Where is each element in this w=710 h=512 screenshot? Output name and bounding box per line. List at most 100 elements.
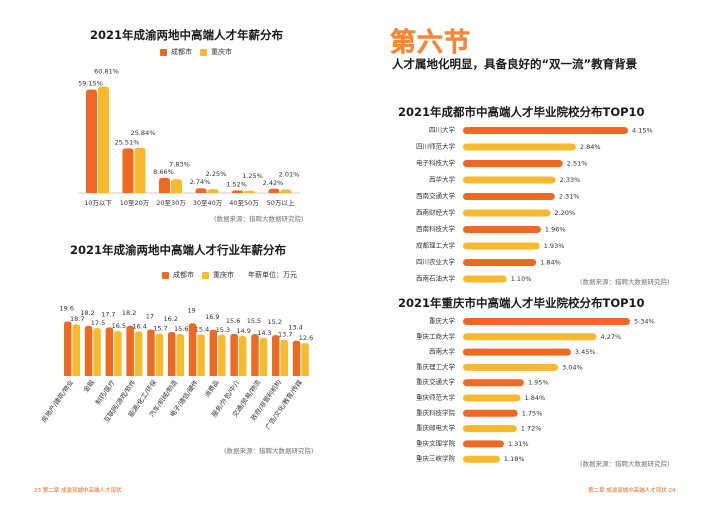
data-label: 16.5 xyxy=(112,322,126,330)
bar-chengdu xyxy=(84,325,93,376)
data-label: 15.2 xyxy=(268,318,282,326)
salary-distribution-chart: 59.15% 60.81% 10万以下 25.51%25.84% 10至20万 8.66%… xyxy=(78,68,300,207)
university-label: 成都理工大学 xyxy=(416,241,456,250)
industry-chart-title: 2021年成渝两地中高端人才行业年薪分布 xyxy=(70,243,287,257)
bar-chengdu xyxy=(195,188,207,193)
category-label: 30至40万 xyxy=(193,199,223,207)
bar-chengdu xyxy=(209,329,218,376)
university-bar xyxy=(463,394,521,402)
university-label: 重庆理工大学 xyxy=(416,362,456,371)
legend-swatch-chongqing xyxy=(202,271,209,279)
university-label: 西南科技大学 xyxy=(416,224,456,233)
bar-chongqing xyxy=(176,333,184,376)
university-label: 重庆大学 xyxy=(429,316,456,325)
value-label: 2.31% xyxy=(559,193,580,201)
university-bar xyxy=(463,209,551,217)
category-label: 广告/文化/教育/传媒 xyxy=(263,378,304,432)
data-label: 25.51% xyxy=(115,138,140,146)
bar-chongqing xyxy=(207,189,219,193)
data-label: 1.52% xyxy=(226,180,247,188)
bar-chongqing xyxy=(244,190,255,193)
bar-chongqing xyxy=(171,179,182,193)
salary-chart-source: (数据来源：猎聘大数据研究院) xyxy=(214,215,304,223)
university-label: 重庆三峡学院 xyxy=(416,454,456,463)
category-label: 20至30万 xyxy=(156,199,186,207)
data-label: 1.25% xyxy=(242,172,263,180)
legend-label-chongqing: 重庆市 xyxy=(211,48,232,56)
data-label: 60.81% xyxy=(94,68,119,76)
right-footer: 第二章 成渝双城中高端人才现状 24 xyxy=(588,488,676,494)
university-label: 重庆工商大学 xyxy=(416,331,456,340)
bar-chengdu xyxy=(292,340,301,376)
value-label: 2.33% xyxy=(560,176,581,184)
bar-chengdu xyxy=(126,325,134,376)
data-label: 17.5 xyxy=(91,319,105,327)
bar-chongqing xyxy=(280,189,292,193)
value-label: 3.04% xyxy=(562,363,583,371)
university-bar xyxy=(463,242,540,250)
value-label: 1.75% xyxy=(522,409,543,417)
university-bar xyxy=(463,333,597,341)
bar-chengdu xyxy=(147,329,155,376)
university-bar xyxy=(463,160,563,167)
value-label: 1.93% xyxy=(544,242,565,250)
data-label: 2.74% xyxy=(190,178,211,186)
data-label: 18.7 xyxy=(70,315,84,323)
legend-swatch-chengdu xyxy=(162,271,169,279)
bar-chongqing xyxy=(114,331,122,376)
university-label: 西南交通大学 xyxy=(416,191,456,200)
bar-chongqing xyxy=(98,86,109,193)
category-label: 50万以上 xyxy=(267,198,295,207)
value-label: 1.18% xyxy=(504,455,525,463)
university-label: 四川大学 xyxy=(429,125,456,134)
data-label: 59.15% xyxy=(78,79,103,87)
section-heading: 第六节 xyxy=(390,28,472,59)
bar-chengdu xyxy=(168,331,176,376)
bar-chongqing xyxy=(218,334,226,376)
data-label: 19 xyxy=(187,306,195,314)
category-label: 金融 xyxy=(81,378,96,394)
bar-chengdu xyxy=(232,190,243,193)
data-label: 12.6 xyxy=(299,334,313,342)
value-label: 3.45% xyxy=(575,348,596,356)
salary-chart-legend: 成都市 重庆市 xyxy=(160,47,232,57)
data-label: 15.6 xyxy=(174,325,188,333)
university-bar xyxy=(463,455,500,463)
value-label: 2.84% xyxy=(580,143,601,151)
data-label: 17.7 xyxy=(101,310,115,318)
bar-chongqing xyxy=(301,343,309,376)
university-bar xyxy=(463,440,504,448)
university-bar xyxy=(463,348,571,356)
industry-salary-chart: 19.618.7房地产/建筑/物业18.217.5金融17.716.5制药/医疗… xyxy=(39,304,313,432)
value-label: 1.10% xyxy=(511,275,532,283)
university-label: 四川农业大学 xyxy=(416,257,456,266)
value-label: 4.27% xyxy=(601,333,622,341)
university-label: 四川师范大学 xyxy=(416,142,456,151)
data-label: 15.4 xyxy=(195,325,209,333)
bar-chongqing xyxy=(197,334,205,376)
university-bar xyxy=(463,143,576,151)
left-footer: 23 第二章 成渝双城中高端人才现状 xyxy=(34,488,122,494)
legend-label-chengdu: 成都市 xyxy=(171,48,192,56)
university-label: 西南大学 xyxy=(429,347,456,356)
bar-chongqing xyxy=(280,339,288,376)
value-label: 5.34% xyxy=(634,318,655,326)
industry-chart-source: (数据来源：猎聘大数据研究院) xyxy=(224,447,314,455)
data-label: 14.3 xyxy=(257,329,271,337)
university-label: 重庆交通大学 xyxy=(416,377,456,386)
university-label: 重庆邮电大学 xyxy=(416,423,456,432)
university-bar xyxy=(463,409,518,417)
university-bar xyxy=(463,318,630,325)
category-label: 10万以下 xyxy=(84,199,112,207)
data-label: 17 xyxy=(146,313,154,321)
bar-chengdu xyxy=(86,89,97,193)
data-label: 15.5 xyxy=(247,317,261,325)
data-label: 8.66% xyxy=(153,168,174,176)
data-label: 16.9 xyxy=(205,313,219,321)
chongqing-chart-source: (数据来源：猎聘大数据研究院) xyxy=(580,460,670,468)
bar-chengdu xyxy=(272,335,280,376)
university-bar xyxy=(463,275,507,283)
university-bar xyxy=(463,193,555,200)
bar-chengdu xyxy=(251,334,259,376)
category-label: 消费品 xyxy=(202,378,221,399)
